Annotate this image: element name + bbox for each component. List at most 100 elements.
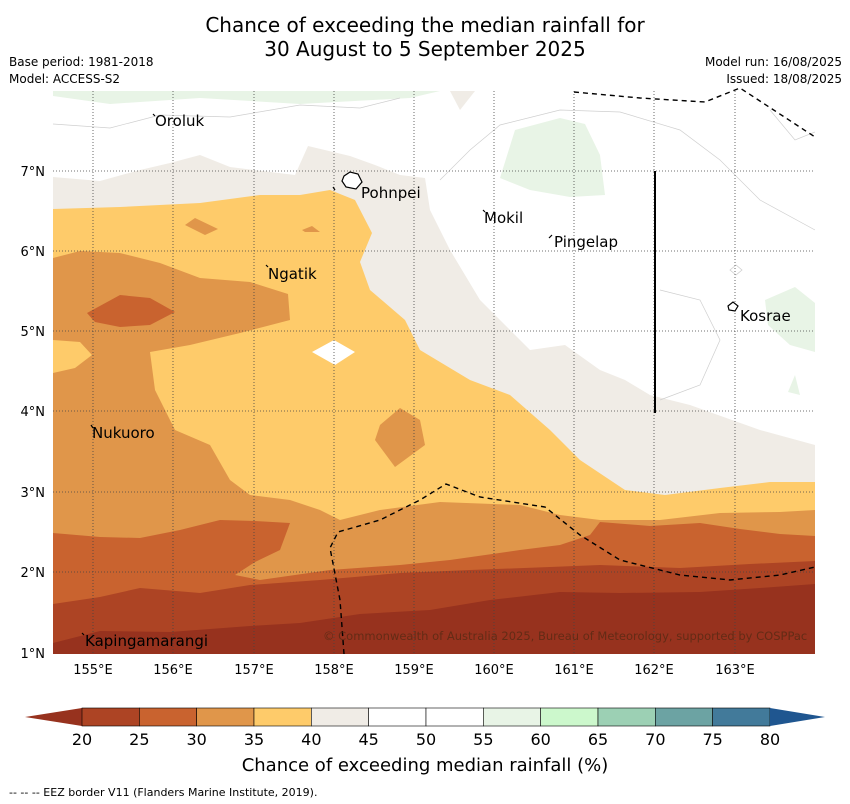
colorbar-arrow-low [25, 708, 82, 726]
patch-55-60-small [788, 375, 800, 395]
lon-label-159e: 159°E [394, 663, 434, 678]
colorbar-tick-70: 70 [645, 730, 665, 749]
eez-border-north [573, 87, 816, 138]
colorbar-cell-75-80 [712, 707, 771, 727]
colorbar: 20 25 30 35 40 45 50 55 60 65 70 75 80 [25, 707, 825, 749]
colorbar-tick-45: 45 [358, 730, 378, 749]
contour-line-east [439, 109, 815, 231]
issued-date: Issued: 18/08/2025 [726, 72, 842, 86]
lat-label-6n: 6°N [21, 245, 46, 260]
lat-label-7n: 7°N [21, 165, 46, 180]
eez-note: -- -- -- EEZ border V11 (Flanders Marine… [9, 786, 318, 799]
island-mark-pingelap [548, 234, 553, 239]
lon-label-160e: 160°E [474, 663, 514, 678]
lat-label-5n: 5°N [21, 325, 46, 340]
colorbar-tick-60: 60 [530, 730, 550, 749]
pohnpei-island [341, 171, 363, 190]
island-mark-kapingamarangi [81, 632, 85, 636]
contour-line-north [53, 97, 401, 129]
island-mark-oroluk [152, 113, 156, 117]
lon-label-163e: 163°E [715, 663, 755, 678]
map-title: Chance of exceeding the median rainfall … [0, 13, 850, 61]
colorbar-cell-25-30 [139, 707, 197, 727]
pocket-35-40-west [53, 340, 92, 373]
title-line-2: 30 August to 5 September 2025 [264, 37, 586, 61]
island-mark-mokil [482, 209, 486, 213]
colorbar-cells [81, 707, 771, 727]
colorbar-cell-40-45 [311, 707, 369, 727]
colorbar-tick-labels: 20 25 30 35 40 45 50 55 60 65 70 75 80 [72, 730, 780, 749]
run-info: Model run: 16/08/2025 Issued: 18/08/2025 [705, 54, 842, 88]
patch-55-60-east [765, 287, 815, 352]
model-name: Model: ACCESS-S2 [9, 72, 121, 86]
pocket-45-55 [312, 340, 355, 365]
colorbar-cell-45-50 [368, 707, 427, 727]
colorbar-cell-70-75 [655, 707, 713, 727]
band-below-20 [53, 584, 815, 654]
place-label-kosrae: Kosrae [740, 307, 791, 325]
colorbar-title: Chance of exceeding median rainfall (%) [241, 755, 609, 776]
colorbar-tick-50: 50 [416, 730, 436, 749]
island-mark-ant [332, 186, 336, 191]
place-labels: Oroluk Pohnpei Mokil Pingelap Ngatik Kos… [85, 112, 791, 650]
title-line-1: Chance of exceeding the median rainfall … [205, 13, 645, 37]
lat-label-1n: 1°N [21, 647, 46, 662]
contour-small-diamond [729, 264, 743, 276]
colorbar-cell-55-60 [483, 707, 541, 727]
place-label-ngatik: Ngatik [268, 265, 317, 283]
pocket-30-35-a [185, 218, 218, 235]
kosrae-island [727, 301, 739, 312]
colorbar-arrow-high [770, 708, 825, 726]
lat-label-3n: 3°N [21, 486, 46, 501]
colorbar-tick-40: 40 [301, 730, 321, 749]
lon-label-162e: 162°E [634, 663, 674, 678]
place-label-pohnpei: Pohnpei [361, 184, 421, 202]
colorbar-tick-55: 55 [473, 730, 493, 749]
lon-label-161e: 161°E [554, 663, 594, 678]
colorbar-cell-50-55 [425, 707, 484, 727]
model-run-date: Model run: 16/08/2025 [704, 55, 842, 69]
patch-40-45-top [450, 91, 475, 110]
place-label-kapingamarangi: Kapingamarangi [85, 632, 208, 650]
place-label-pingelap: Pingelap [554, 233, 618, 251]
patch-55-60-north [53, 91, 440, 104]
island-mark-nukuoro [90, 424, 94, 429]
map-fill-layers [53, 91, 815, 654]
lat-label-2n: 2°N [21, 566, 46, 581]
colorbar-tick-35: 35 [244, 730, 264, 749]
core-25-30-west [87, 295, 175, 327]
eez-borders [329, 87, 816, 655]
place-label-mokil: Mokil [484, 209, 523, 227]
colorbar-tick-65: 65 [588, 730, 608, 749]
colorbar-tick-20: 20 [72, 730, 92, 749]
model-info: Base period: 1981-2018 Model: ACCESS-S2 [9, 54, 154, 88]
lon-label-158e: 158°E [314, 663, 354, 678]
patch-55-60-central [500, 118, 605, 197]
island-mark-ngatik [265, 264, 269, 268]
lon-label-156e: 156°E [153, 663, 193, 678]
islands [81, 113, 739, 636]
latitude-labels: 7°N 6°N 5°N 4°N 3°N 2°N 1°N [21, 165, 46, 662]
lon-label-155e: 155°E [73, 663, 113, 678]
colorbar-cell-60-65 [540, 707, 599, 727]
colorbar-tick-80: 80 [760, 730, 780, 749]
pocket-30-35-b [302, 226, 320, 232]
colorbar-tick-30: 30 [186, 730, 206, 749]
lon-label-157e: 157°E [234, 663, 274, 678]
contour-line-northeast [769, 109, 815, 141]
place-label-nukuoro: Nukuoro [92, 424, 155, 442]
pocket-30-35-c [375, 408, 425, 467]
place-label-oroluk: Oroluk [155, 112, 204, 130]
colorbar-cell-20-25 [81, 707, 140, 727]
longitude-labels: 155°E 156°E 157°E 158°E 159°E 160°E 161°… [73, 663, 755, 678]
copyright-notice: © Commonwealth of Australia 2025, Bureau… [323, 629, 808, 643]
lat-label-4n: 4°N [21, 405, 46, 420]
colorbar-cell-65-70 [597, 707, 656, 727]
colorbar-tick-75: 75 [702, 730, 722, 749]
colorbar-cell-30-35 [196, 707, 255, 727]
colorbar-cell-35-40 [253, 707, 312, 727]
contour-line-southeast [659, 289, 721, 401]
eez-border-south [329, 483, 816, 655]
colorbar-tick-25: 25 [129, 730, 149, 749]
